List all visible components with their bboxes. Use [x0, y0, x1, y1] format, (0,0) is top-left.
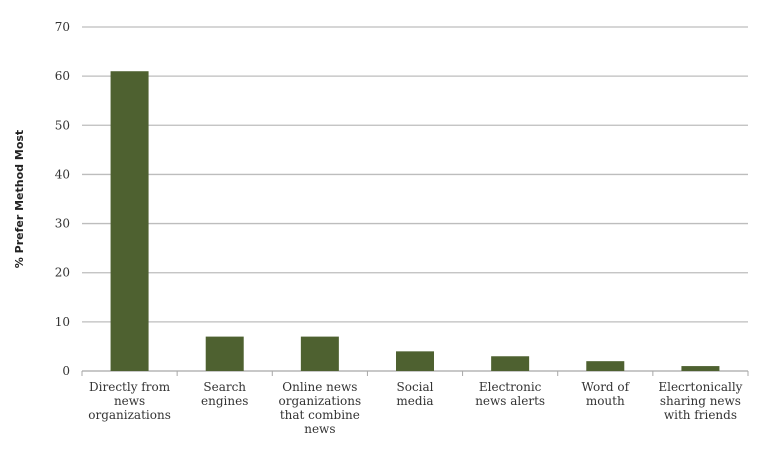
x-category-label-line: with friends [664, 408, 737, 422]
x-category-label-line: Electronic [479, 380, 542, 394]
x-category-label-line: engines [201, 394, 248, 408]
x-category-label-line: news alerts [475, 394, 545, 408]
x-category-label: Social media [396, 380, 433, 408]
y-tick-label: 60 [55, 69, 70, 83]
bar [491, 356, 530, 371]
x-category-label-line: sharing news [660, 394, 741, 408]
y-tick-label: 70 [55, 20, 70, 34]
y-tick-label: 40 [55, 167, 70, 181]
x-category-label-line: mouth [586, 394, 625, 408]
y-tick-label: 0 [62, 364, 70, 378]
x-category-label-line: news [114, 394, 145, 408]
x-category-label-line: Social [397, 380, 434, 394]
x-category-label-line: news [304, 422, 335, 436]
x-category-label-line: media [396, 394, 433, 408]
y-axis-label: % Prefer Method Most [13, 130, 26, 268]
x-category-label-line: Directly from [89, 380, 171, 394]
x-category-label: Directly from news organizations [88, 380, 171, 422]
bar [586, 361, 625, 371]
x-category-label-line: that combine [280, 408, 360, 422]
x-category-label-line: Word of [581, 380, 630, 394]
x-category-label: Electronic news alerts [475, 380, 545, 408]
y-tick-label: 30 [55, 217, 70, 231]
bar [681, 366, 720, 371]
x-category-label: Online news organizations that combine news [279, 380, 362, 436]
bar [110, 71, 149, 371]
x-category-label-line: organizations [88, 408, 171, 422]
x-category-label-line: organizations [279, 394, 362, 408]
y-tick-label: 20 [55, 266, 70, 280]
x-category-label: Search engines [201, 380, 248, 408]
y-tick-label: 10 [55, 315, 70, 329]
x-category-label-line: Online news [282, 380, 357, 394]
bar [396, 351, 434, 371]
bar [300, 336, 339, 371]
bar [205, 336, 244, 371]
x-category-label-line: Search [203, 380, 246, 394]
x-category-label-line: Elecrtonically [658, 380, 742, 394]
y-tick-label: 50 [55, 118, 70, 132]
x-category-label: Elecrtonically sharing news with friends [658, 380, 742, 422]
x-category-label: Word of mouth [581, 380, 630, 408]
